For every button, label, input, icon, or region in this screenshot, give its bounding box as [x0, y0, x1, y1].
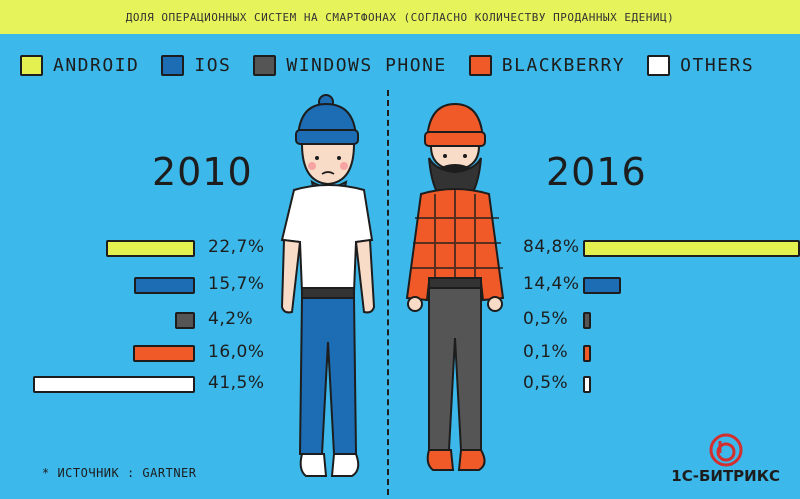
legend-label: BLACKBERRY [501, 54, 626, 76]
bar-2010-blackberry [132, 345, 195, 362]
bar-2016-blackberry [583, 345, 591, 362]
legend-label: ANDROID [53, 54, 140, 76]
source-note: * ИСТОЧНИК : GARTNER [42, 466, 197, 480]
legend-swatch [20, 54, 43, 76]
center-divider [387, 90, 389, 495]
legend-item: IOS [161, 54, 232, 76]
bar-2016-others [583, 376, 591, 393]
value-label: 84,8% [523, 237, 580, 257]
year-2010-label: 2010 [152, 150, 253, 194]
value-label: 0,1% [523, 342, 569, 362]
bar-2016-ios [583, 277, 621, 294]
value-label: 15,7% [208, 274, 265, 294]
bar-2010-android [106, 240, 195, 257]
legend: ANDROID IOS WINDOWS PHONE BLACKBERRY OTHERS [20, 50, 780, 80]
bar-2010-others [33, 376, 195, 393]
value-label: 16,0% [208, 342, 265, 362]
year-2016-label: 2016 [546, 150, 647, 194]
person-2010-illustration [280, 94, 376, 477]
legend-swatch [468, 54, 492, 76]
bar-2010-ios [133, 277, 195, 294]
bar-2010-windows-phone [175, 312, 195, 329]
bar-2016-windows-phone [583, 312, 591, 329]
legend-item: ANDROID [20, 54, 140, 76]
value-label: 4,2% [208, 309, 254, 329]
brand-logo: 1С-БИТРИКС [671, 433, 780, 485]
legend-item: OTHERS [647, 54, 755, 76]
legend-swatch [647, 54, 671, 76]
legend-label: IOS [194, 54, 232, 76]
value-label: 0,5% [523, 309, 569, 329]
legend-item: WINDOWS PHONE [253, 54, 447, 76]
legend-label: OTHERS [680, 54, 755, 76]
page-title: ДОЛЯ ОПЕРАЦИОННЫХ СИСТЕМ НА СМАРТФОНАХ (… [125, 10, 675, 24]
value-label: 0,5% [523, 373, 569, 393]
legend-item: BLACKBERRY [468, 54, 626, 76]
bar-2016-android [583, 240, 800, 257]
header-banner: ДОЛЯ ОПЕРАЦИОННЫХ СИСТЕМ НА СМАРТФОНАХ (… [0, 0, 800, 34]
brand-name: 1С-БИТРИКС [671, 467, 780, 485]
value-label: 22,7% [208, 237, 265, 257]
legend-swatch [253, 54, 277, 76]
person-2016-illustration [405, 102, 505, 471]
value-label: 14,4% [523, 274, 580, 294]
value-label: 41,5% [208, 373, 265, 393]
brand-mark-icon [709, 433, 743, 467]
legend-swatch [161, 54, 185, 76]
legend-label: WINDOWS PHONE [286, 54, 447, 76]
